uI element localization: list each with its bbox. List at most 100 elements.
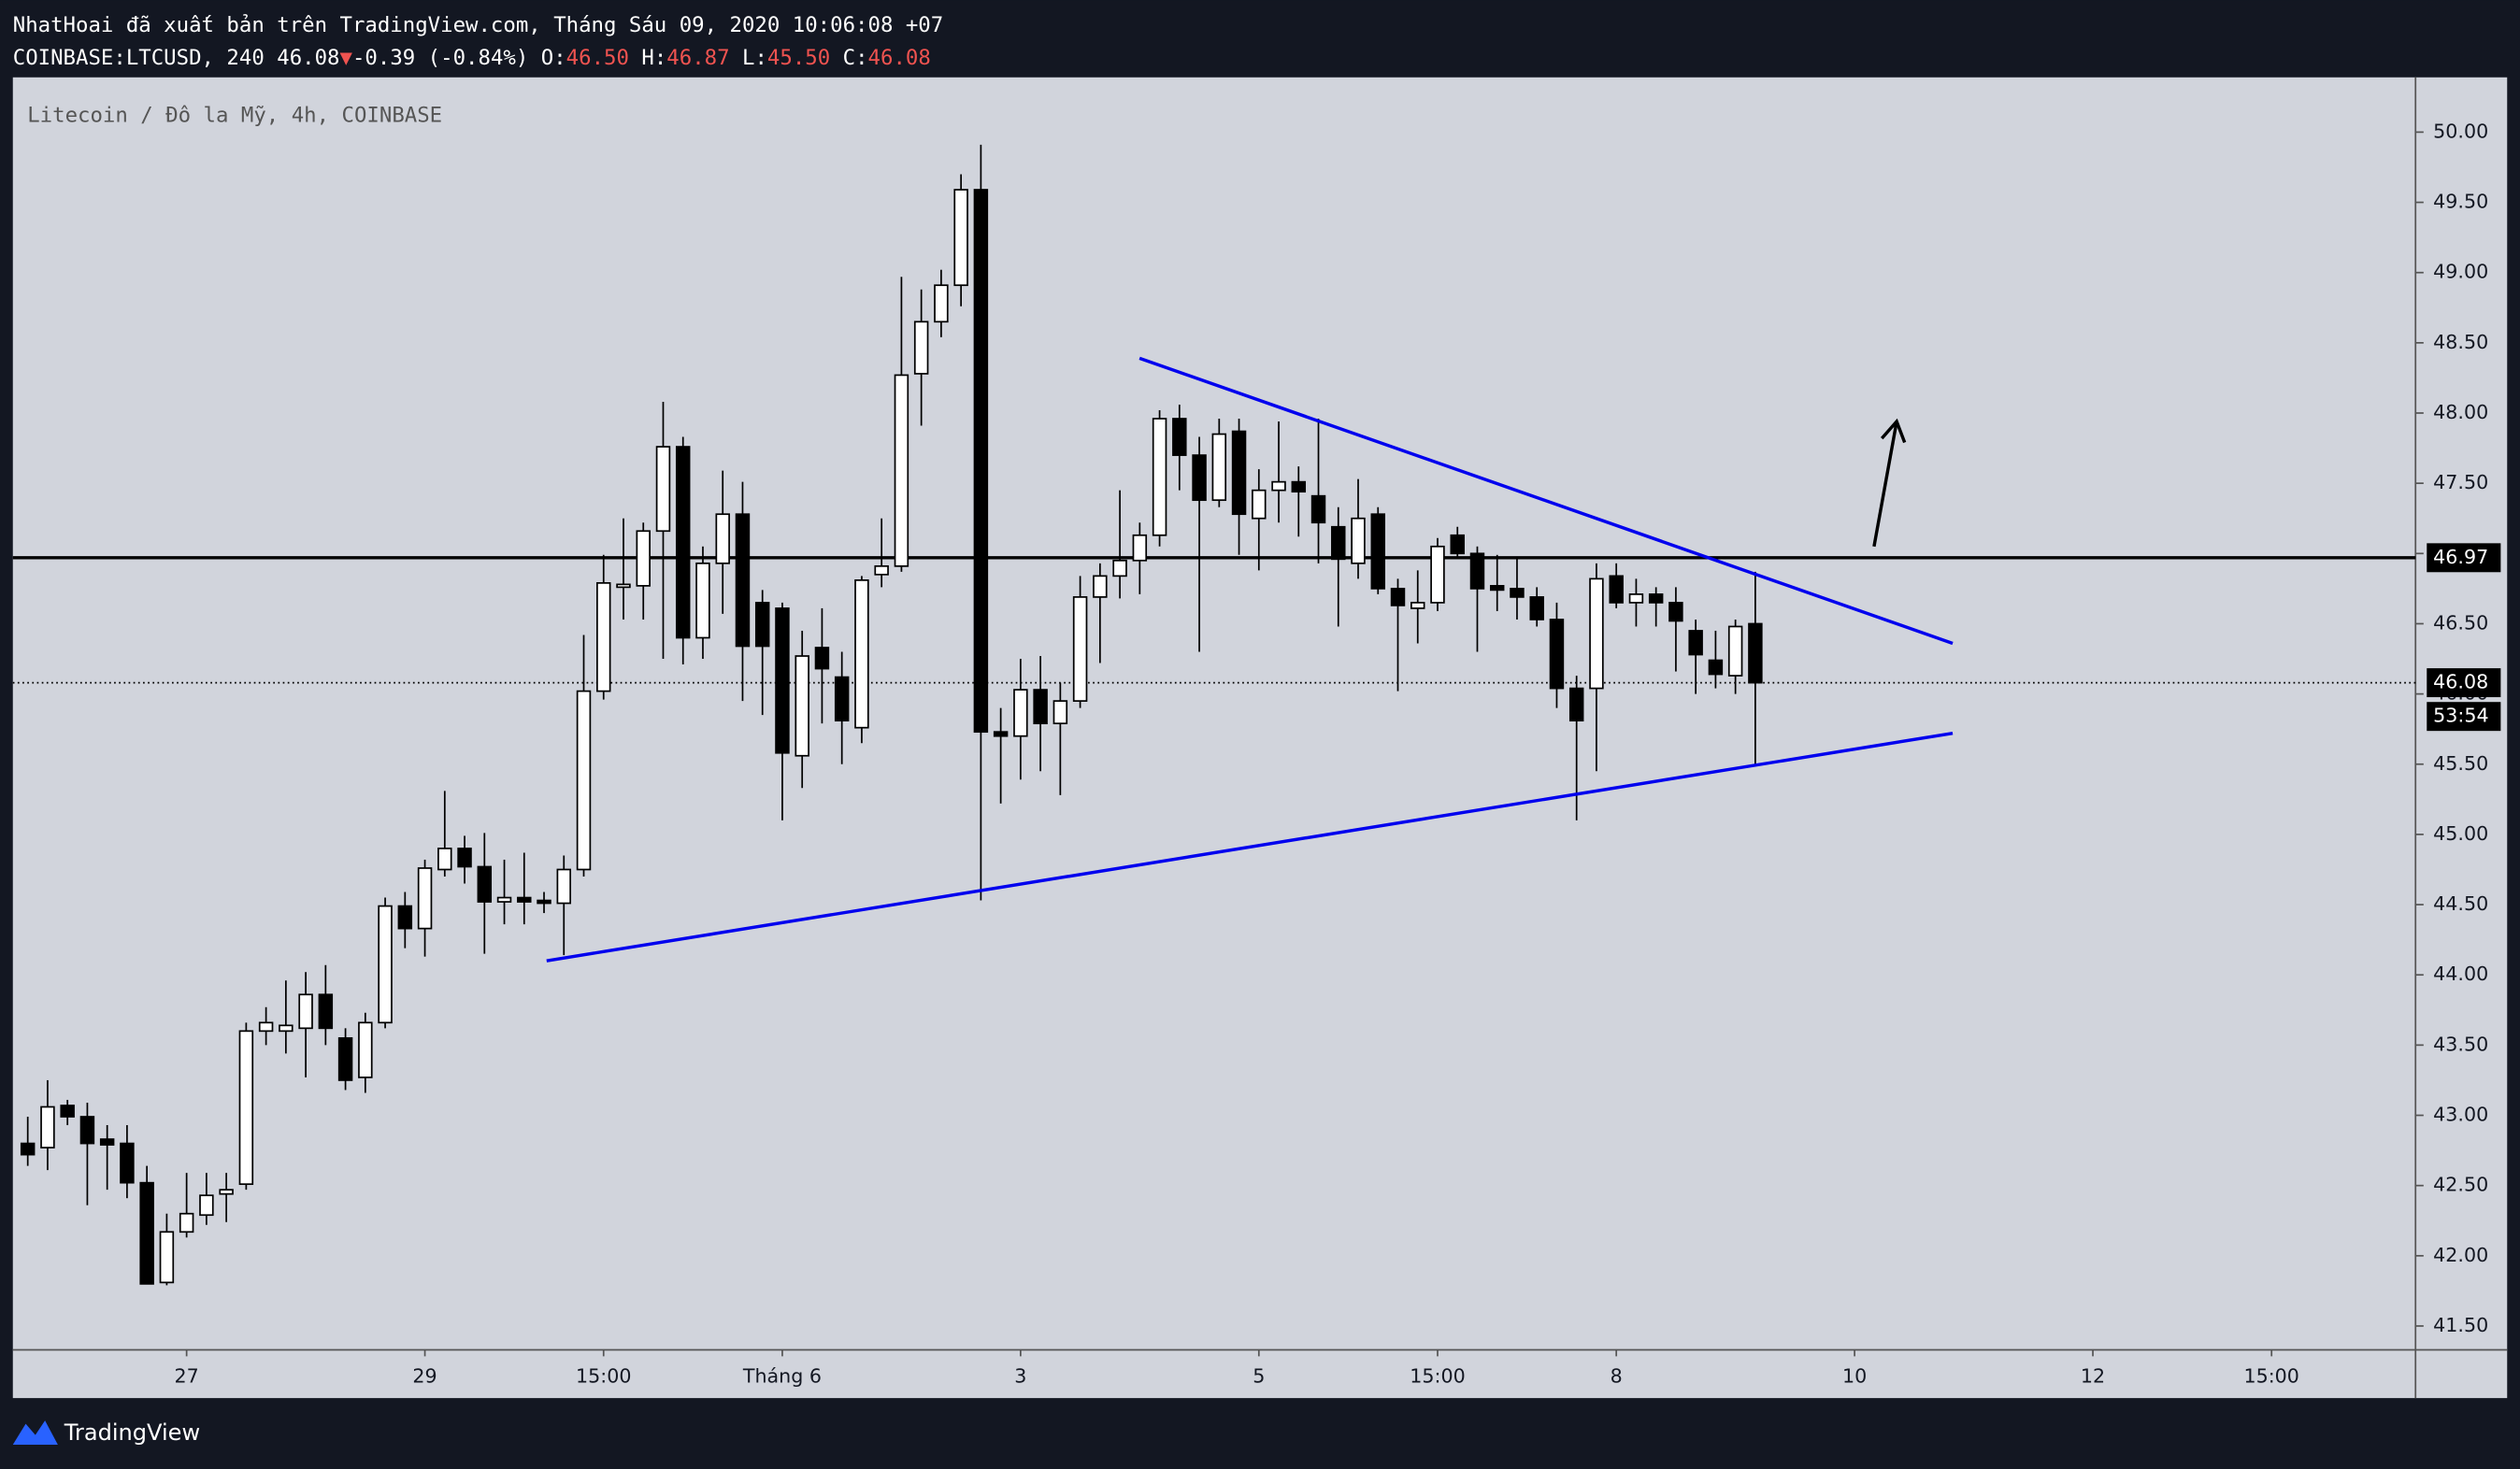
y-tick-label: 42.00 [2433, 1244, 2488, 1266]
x-tick-label: 10 [1842, 1365, 1867, 1388]
ohlc-value: 45.50 [767, 46, 830, 70]
logo [12, 1420, 58, 1445]
candle-body [1013, 689, 1028, 737]
candle-body [120, 1142, 135, 1184]
candle-body [754, 602, 770, 648]
candle-body [437, 848, 452, 871]
legend: Litecoin / Đô la Mỹ, 4h, COINBASE [27, 104, 442, 128]
candle-body [1708, 659, 1724, 676]
candle-body [715, 513, 730, 564]
candle-body [477, 865, 493, 903]
last: 46.08 [277, 46, 339, 70]
candle-body [1510, 588, 1525, 598]
candle-body [1112, 559, 1127, 578]
ohlc-key: L: [742, 46, 767, 70]
candle-body [279, 1024, 294, 1033]
candle-body [358, 1021, 373, 1078]
candle-body [79, 1116, 95, 1145]
x-tick-label: Tháng 6 [742, 1365, 822, 1388]
candle-body [496, 896, 512, 903]
candle-body [159, 1231, 175, 1284]
symbol: COINBASE:LTCUSD, 240 [13, 46, 265, 70]
candle-body [874, 564, 889, 576]
x-tick-label: 12 [2081, 1365, 2105, 1388]
candle-body [1152, 418, 1167, 536]
y-tick-label: 44.00 [2433, 963, 2488, 985]
y-tick-label: 45.00 [2433, 822, 2488, 845]
candle-body [1310, 494, 1326, 524]
candle-body [1648, 593, 1664, 604]
x-tick-label: 15:00 [576, 1365, 631, 1388]
candle-body [616, 583, 631, 589]
candle-body [1211, 433, 1227, 502]
candle-body [1370, 513, 1385, 590]
countdown-badge [2427, 702, 2501, 732]
candle-body [675, 446, 691, 639]
candle-body [378, 905, 393, 1024]
ohlc-key: C: [843, 46, 868, 70]
candle-body [417, 867, 433, 930]
candle-body [1489, 585, 1505, 592]
candle-body [1549, 619, 1565, 690]
candle-body [337, 1036, 353, 1081]
candle-body [1450, 534, 1465, 555]
y-tick-label: 49.50 [2433, 191, 2488, 213]
candle-body [1291, 480, 1307, 493]
candle-body [99, 1138, 115, 1146]
plot: 41.50 42.00 42.50 43.00 43.50 44.00 44.50 45.00… [12, 120, 2501, 1388]
ohlc-key: H: [641, 46, 666, 70]
candle-body [814, 647, 830, 670]
y-tick-label: 44.50 [2433, 892, 2488, 915]
ohlc-value: 46.50 [566, 46, 629, 70]
candle-body [60, 1105, 75, 1118]
candle-body [1033, 689, 1048, 725]
candle-body [1132, 534, 1148, 562]
x-tick-label: 8 [1611, 1365, 1623, 1388]
y-tick-label: 45.50 [2433, 752, 2488, 775]
candle-body [596, 582, 611, 692]
candle-body [318, 993, 334, 1030]
trendline [1138, 356, 1954, 646]
candle-body [894, 374, 909, 567]
last-price-label: 46.08 [2433, 671, 2488, 693]
level-label: 46.97 [2433, 546, 2488, 568]
candle-body [457, 848, 472, 868]
candle-body [139, 1181, 154, 1285]
y-tick-label: 43.00 [2433, 1104, 2488, 1126]
ohlc-value: 46.08 [868, 46, 931, 70]
candle-body [517, 896, 532, 903]
candle-body [1727, 625, 1743, 677]
y-tick-label: 41.50 [2433, 1314, 2488, 1336]
down-triangle: ▼ [340, 46, 353, 70]
y-tick-label: 42.50 [2433, 1174, 2488, 1196]
candle-body [1072, 596, 1088, 702]
candle-body [1390, 588, 1406, 606]
chart-area [12, 77, 2508, 1399]
candle-body [1688, 630, 1703, 656]
candle-body [834, 676, 850, 722]
ohlc-value: 46.87 [666, 46, 729, 70]
candle-body [1093, 575, 1108, 598]
candle-body [576, 690, 592, 871]
candle-body [795, 655, 809, 757]
header-line: NhatHoai đã xuất bản trên TradingView.co… [13, 12, 943, 37]
last-price-badge [2427, 668, 2501, 698]
candle-body [1331, 525, 1346, 561]
candle-body [1589, 578, 1604, 690]
candle-body [1628, 593, 1644, 604]
candle-body [993, 731, 1009, 737]
candle-body [1172, 418, 1187, 456]
header-quote: COINBASE:LTCUSD, 240 46.08▼-0.39 (-0.84%… [13, 46, 931, 70]
y-tick-label: 48.00 [2433, 401, 2488, 423]
candle-body [556, 868, 572, 905]
candle-body [1052, 700, 1068, 725]
x-tick-label: 15:00 [2243, 1365, 2298, 1388]
y-tick-label: 47.50 [2433, 471, 2488, 493]
candle-body [953, 189, 968, 287]
y-tick-label: 46.50 [2433, 611, 2488, 634]
candle-body [1192, 454, 1207, 502]
candle-body [397, 905, 413, 930]
candle-body [1609, 575, 1624, 604]
x-tick-label: 3 [1014, 1365, 1026, 1388]
